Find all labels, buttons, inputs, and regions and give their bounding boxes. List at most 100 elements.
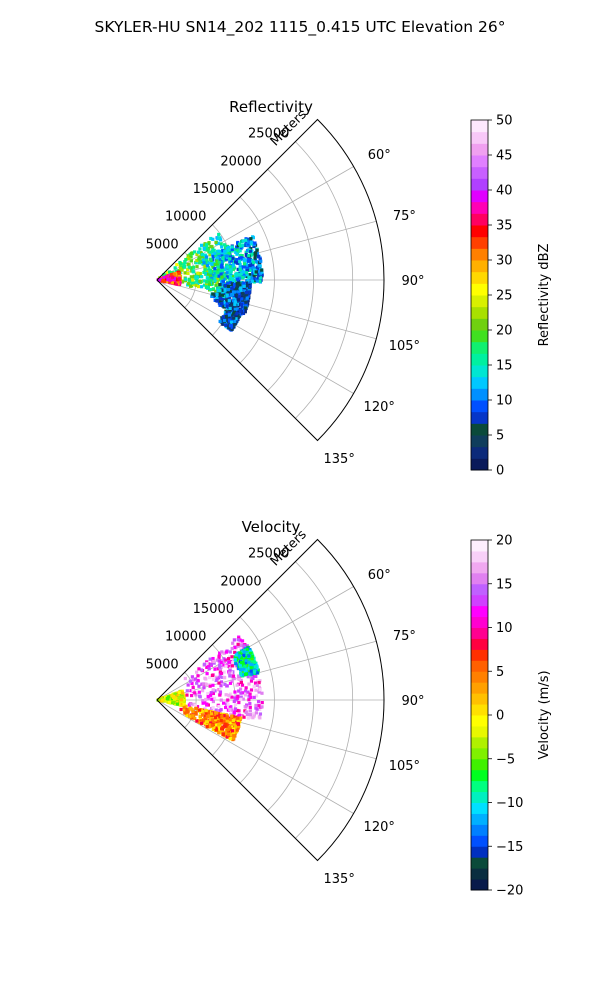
echo-pixel [244, 286, 248, 290]
echo-pixel [214, 728, 219, 732]
azimuth-tick-label: 75° [393, 629, 416, 644]
echo-pixel [170, 281, 174, 285]
echo-pixel [214, 723, 219, 727]
echo-pixel [237, 709, 241, 713]
echo-pixel [162, 276, 167, 280]
colorbar-segment [471, 802, 488, 814]
echo-pixel [227, 313, 232, 317]
echo-pixel [232, 283, 237, 287]
echo-pixel [235, 288, 239, 292]
echo-pixel [216, 241, 220, 246]
echo-pixel [201, 699, 205, 703]
echo-pixel [203, 268, 207, 272]
echo-pixel [251, 235, 255, 239]
echo-pixel [194, 261, 198, 265]
echo-pixel [232, 294, 236, 298]
echo-pixel [234, 664, 238, 668]
echo-pixel [213, 269, 217, 274]
echo-pixel [219, 671, 224, 675]
echo-pixel [219, 684, 223, 688]
echo-pixel [216, 294, 220, 298]
echo-pixel [223, 249, 227, 253]
echo-pixel [241, 311, 246, 316]
colorbar-segment [471, 236, 488, 249]
echo-pixel [217, 274, 221, 278]
echo-pixel [189, 702, 193, 706]
echo-pixel [227, 671, 231, 675]
echo-pixel [227, 725, 231, 729]
echo-pixel [220, 291, 224, 295]
echo-pixel [245, 703, 249, 707]
echo-pixel [229, 320, 234, 324]
echo-pixel [242, 662, 246, 666]
echo-pixel [218, 294, 222, 298]
echo-pixel [249, 669, 253, 673]
azimuth-spoke-4 [156, 279, 354, 394]
echo-pixel [205, 255, 209, 259]
echo-pixel [230, 300, 234, 304]
azimuth-spoke-4 [156, 699, 354, 814]
echo-pixel [197, 667, 201, 671]
echo-pixel [230, 679, 234, 683]
echo-pixel [172, 700, 176, 705]
echo-pixel [251, 272, 255, 276]
echo-pixel [202, 261, 206, 265]
colorbar-tick-label: 40 [496, 184, 513, 199]
echo-pixel [247, 253, 251, 258]
echo-pixel [232, 299, 236, 303]
echo-pixel [229, 671, 233, 675]
echo-pixel [236, 674, 241, 678]
colorbar-segment [471, 638, 488, 650]
echo-pixel [258, 707, 262, 711]
echo-pixel [222, 296, 226, 301]
radial-tick-label: 20000 [220, 574, 261, 589]
echo-pixel [221, 249, 225, 253]
echo-pixel [236, 719, 240, 723]
echo-pixel [229, 325, 233, 330]
echo-pixel [218, 675, 222, 679]
echo-pixel [212, 287, 216, 291]
echo-pixel [225, 728, 229, 732]
colorbar-segment [471, 435, 488, 448]
echo-pixel [178, 266, 183, 270]
reflectivity-colorbar: 0 5 10 15 20 25 30 35 40 45 50 Reflectivity dBZ [470, 114, 552, 479]
echo-pixel [230, 245, 234, 249]
echo-pixel [166, 280, 170, 284]
echo-pixel [251, 676, 255, 681]
echo-pixel [227, 318, 232, 322]
echo-pixel [224, 257, 228, 261]
echo-pixel [191, 688, 195, 693]
echo-pixel [193, 703, 198, 708]
echo-pixel [227, 251, 231, 256]
echo-pixel [215, 716, 220, 720]
radial-tick-label: 5000 [146, 657, 179, 672]
echo-pixel [244, 653, 249, 657]
echo-pixel [199, 279, 203, 284]
echo-pixel [237, 295, 241, 299]
colorbar-segment [471, 813, 488, 825]
colorbar-segment [471, 225, 488, 238]
echo-pixel [189, 284, 193, 288]
azimuth-tick-label: 60° [368, 148, 391, 163]
echo-pixel [252, 695, 256, 699]
echo-pixel [239, 656, 244, 660]
echo-pixel [205, 282, 209, 286]
echo-pixel [171, 692, 175, 696]
echo-pixel [241, 697, 245, 701]
echo-pixel [176, 280, 180, 284]
echo-pixel [220, 727, 224, 731]
echo-pixel [214, 289, 218, 293]
echo-pixel [244, 302, 248, 306]
echo-pixel [243, 664, 247, 668]
echo-pixel [231, 267, 235, 271]
echo-pixel [215, 280, 219, 284]
echo-pixel [260, 691, 264, 695]
echo-pixel [170, 273, 174, 277]
echo-pixel [223, 300, 227, 304]
colorbar-tick-label: 5 [496, 665, 504, 680]
echo-pixel [216, 251, 220, 255]
echo-pixel [238, 256, 242, 260]
echo-pixel [228, 306, 232, 310]
echo-pixel [258, 679, 262, 683]
